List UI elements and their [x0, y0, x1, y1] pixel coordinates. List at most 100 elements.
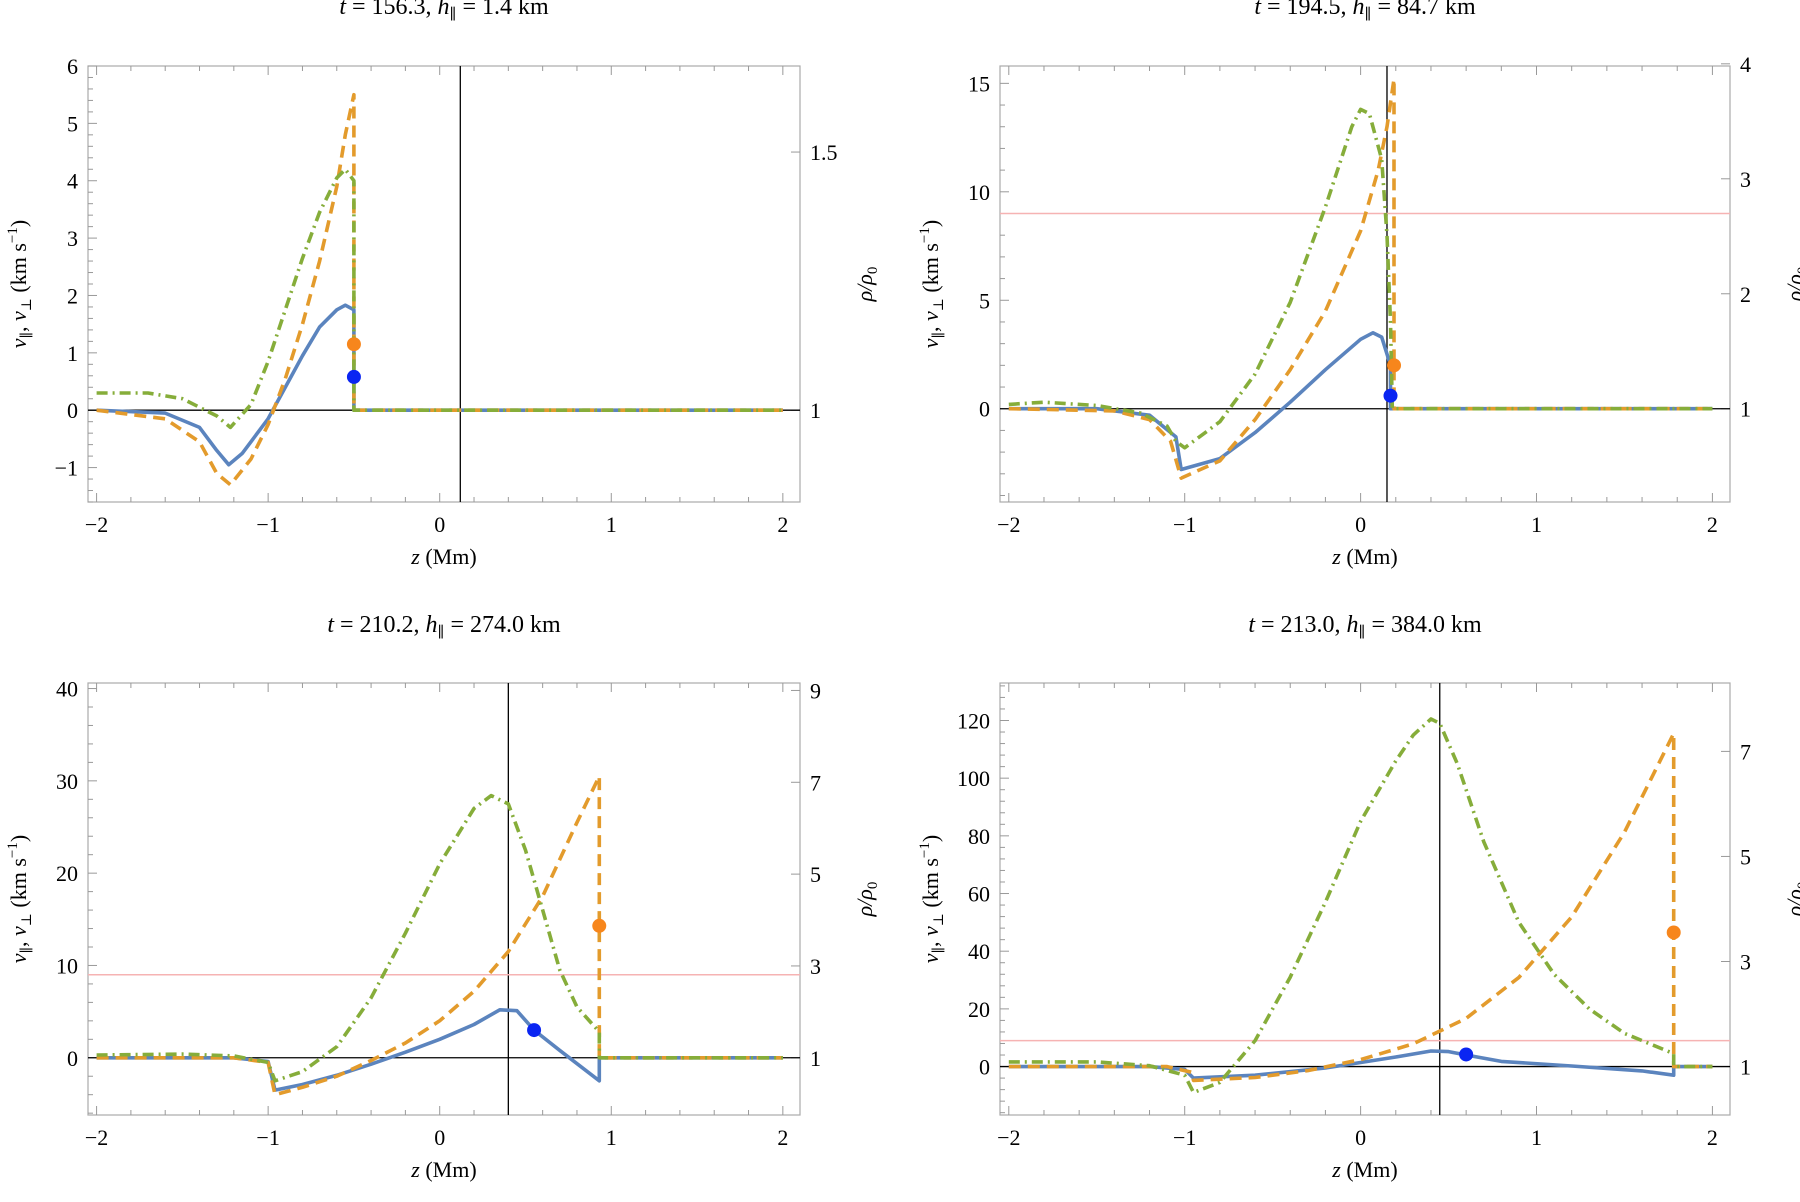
y-tick-label: 40: [56, 677, 78, 702]
y-tick-label: 20: [56, 861, 78, 886]
y-tick-label: 10: [968, 180, 990, 205]
series-rho: [1008, 107, 1713, 450]
y-tick-label: 5: [979, 288, 990, 313]
marker-dot: [527, 1023, 542, 1038]
y2-tick-label: 7: [1740, 739, 1751, 764]
x-tick-label: 1: [606, 1125, 617, 1150]
series-v-perp: [96, 774, 783, 1097]
y-tick-label: 120: [957, 708, 990, 733]
marker-dot: [1459, 1047, 1474, 1062]
x-axis-title: z (Mm): [1331, 1157, 1397, 1182]
series-v-perp: [1008, 77, 1713, 480]
y-tick-label: 60: [968, 882, 990, 907]
x-tick-label: −2: [85, 512, 108, 537]
x-tick-label: −1: [256, 1125, 279, 1150]
marker-dot: [592, 918, 607, 933]
x-axis-title: z (Mm): [410, 1157, 476, 1182]
plot-frame: [999, 682, 1731, 1116]
series-v-par: [1008, 1049, 1713, 1080]
y-tick-label: 40: [968, 939, 990, 964]
x-tick-label: 1: [1531, 1125, 1542, 1150]
y2-tick-label: 3: [810, 954, 821, 979]
y-tick-label: 20: [968, 997, 990, 1022]
x-axis-title: z (Mm): [410, 544, 476, 569]
marker-dot: [346, 337, 361, 352]
y-tick-label: 100: [957, 766, 990, 791]
plot-frame: [999, 65, 1731, 503]
marker-dot: [1666, 925, 1681, 940]
x-tick-label: 0: [434, 512, 445, 537]
x-tick-label: −1: [1173, 512, 1196, 537]
chart-panel-2: −2 −1 0 1 2 0 5 10 15 1 2 3 4 t = 194.5, h∥ = 84.7 km…: [917, 0, 1800, 569]
y2-axis-title: ρ/ρ0: [852, 882, 881, 918]
y-tick-label: 10: [56, 953, 78, 978]
y2-tick-label: 2: [1740, 282, 1751, 307]
x-tick-label: 1: [606, 512, 617, 537]
x-tick-label: 1: [1531, 512, 1542, 537]
y-axis-title: v∥, v⊥ (km s−1): [5, 220, 35, 348]
series-v-perp: [96, 92, 783, 487]
panel-title: t = 194.5, h∥ = 84.7 km: [1254, 0, 1476, 23]
marker-dot: [1387, 358, 1402, 373]
y2-tick-label: 5: [810, 862, 821, 887]
y-tick-label: 15: [968, 71, 990, 96]
y2-tick-label: 1: [1740, 1055, 1751, 1080]
x-tick-label: 2: [777, 1125, 788, 1150]
series-rho: [1008, 717, 1713, 1095]
y2-tick-label: 9: [810, 678, 821, 703]
y-tick-label: 1: [67, 341, 78, 366]
y-axis-title: v∥, v⊥ (km s−1): [5, 835, 35, 963]
x-tick-label: −2: [997, 1125, 1020, 1150]
y2-axis-title: ρ/ρ0: [852, 267, 881, 303]
x-tick-label: 2: [1707, 512, 1718, 537]
x-tick-label: 0: [1355, 512, 1366, 537]
panel-title: t = 156.3, h∥ = 1.4 km: [339, 0, 549, 23]
y2-tick-label: 1.5: [810, 140, 838, 165]
y-axis-title: v∥, v⊥ (km s−1): [917, 835, 947, 963]
y-tick-label: 2: [67, 283, 78, 308]
x-tick-label: −2: [997, 512, 1020, 537]
panel-title: t = 210.2, h∥ = 274.0 km: [327, 612, 561, 641]
x-tick-label: −2: [85, 1125, 108, 1150]
y2-tick-label: 3: [1740, 949, 1751, 974]
x-tick-label: 0: [1355, 1125, 1366, 1150]
y2-tick-label: 7: [810, 770, 821, 795]
series-v-par: [1008, 331, 1713, 472]
series-v-par: [96, 303, 783, 467]
series-rho: [96, 167, 783, 430]
y-tick-label: 80: [968, 824, 990, 849]
y2-axis-title: ρ/ρ0: [1782, 882, 1800, 918]
x-tick-label: 2: [777, 512, 788, 537]
x-tick-label: −1: [256, 512, 279, 537]
series-v-perp: [1008, 731, 1713, 1083]
plot-frame: [87, 682, 801, 1116]
y-tick-label: −1: [55, 456, 78, 481]
y-axis-title: v∥, v⊥ (km s−1): [917, 220, 947, 348]
marker-dot: [346, 369, 361, 384]
y2-tick-label: 5: [1740, 844, 1751, 869]
y-tick-label: 3: [67, 226, 78, 251]
y-tick-label: 0: [979, 1055, 990, 1080]
y2-tick-label: 1: [1740, 397, 1751, 422]
y-tick-label: 6: [67, 54, 78, 79]
x-tick-label: 2: [1707, 1125, 1718, 1150]
series-rho: [96, 793, 783, 1083]
y2-tick-label: 1: [810, 398, 821, 423]
x-tick-label: 0: [434, 1125, 445, 1150]
x-axis-title: z (Mm): [1331, 544, 1397, 569]
y2-axis-title: ρ/ρ0: [1782, 267, 1800, 303]
y2-tick-label: 4: [1740, 52, 1751, 77]
panel-title: t = 213.0, h∥ = 384.0 km: [1248, 612, 1482, 641]
y-tick-label: 5: [67, 111, 78, 136]
y-tick-label: 0: [67, 398, 78, 423]
marker-dot: [1383, 388, 1398, 403]
y-tick-label: 4: [67, 169, 78, 194]
y2-tick-label: 3: [1740, 167, 1751, 192]
y-tick-label: 30: [56, 769, 78, 794]
x-tick-label: −1: [1173, 1125, 1196, 1150]
y-tick-label: 0: [67, 1046, 78, 1071]
